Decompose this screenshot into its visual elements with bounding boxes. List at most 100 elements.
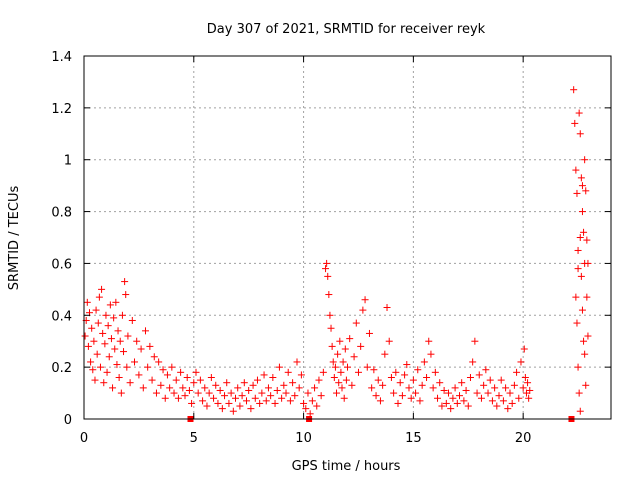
data-point [212,381,220,389]
data-point [574,265,582,273]
data-point [337,368,345,376]
data-point [185,386,193,394]
data-point [325,291,333,299]
data-point [526,386,534,394]
data-point [249,381,257,389]
data-point [335,379,343,387]
data-point [464,402,472,410]
data-point [477,394,485,402]
data-point [333,389,341,397]
data-point [576,407,584,415]
data-point [135,371,143,379]
data-point [423,374,431,382]
data-point [584,332,592,340]
data-point [425,337,433,345]
data-point [405,384,413,392]
data-point [123,363,131,371]
x-tick-label: 0 [80,431,88,446]
data-point [280,381,288,389]
data-point [113,361,121,369]
data-point [480,381,488,389]
data-point [322,265,330,273]
data-point [203,402,211,410]
data-point [216,386,224,394]
data-point [379,381,387,389]
y-tick-label: 0.4 [51,309,72,324]
data-point [275,363,283,371]
data-point [580,337,588,345]
data-point [357,342,365,350]
data-point [95,293,103,301]
data-point [508,399,516,407]
data-point [157,381,165,389]
data-point [177,368,185,376]
data-point [168,363,176,371]
data-point [179,384,187,392]
data-point [342,376,350,384]
data-point [188,399,196,407]
data-point [227,389,235,397]
data-point [295,384,303,392]
data-point [118,311,126,319]
data-point [126,379,134,387]
data-point [427,350,435,358]
data-point [170,389,178,397]
data-point [440,386,448,394]
data-point [109,384,117,392]
y-tick-label: 1.2 [51,102,72,117]
data-point [121,278,129,286]
data-point [581,156,589,164]
data-point [110,314,118,322]
data-point [194,389,202,397]
data-point [101,340,109,348]
data-point [573,189,581,197]
data-point [93,350,101,358]
data-point [90,337,98,345]
data-point [390,389,398,397]
data-point [87,358,95,366]
data-point [341,345,349,353]
data-point [387,374,395,382]
y-tick-label: 0 [64,413,72,428]
data-point [451,384,459,392]
data-point [513,368,521,376]
data-point [242,397,250,405]
data-point [106,301,114,309]
data-point [497,376,505,384]
data-point [331,363,339,371]
data-point [313,402,321,410]
x-tick-label: 15 [405,431,422,446]
data-point [88,324,96,332]
y-tick-label: 1 [64,154,72,169]
grid [84,56,611,419]
data-point [376,397,384,405]
data-point [469,358,477,366]
data-point [499,397,507,405]
data-point [323,259,331,267]
data-point [348,381,356,389]
y-axis-label: SRMTID / TECUs [7,186,22,291]
y-tick-label: 0.2 [51,361,72,376]
data-point [251,394,259,402]
data-point [271,399,279,407]
data-point [293,358,301,366]
data-point [488,397,496,405]
data-point [412,389,420,397]
data-point [574,363,582,371]
data-point [462,386,470,394]
data-point [575,109,583,117]
data-point [269,374,277,382]
data-point [190,379,198,387]
data-point [273,386,281,394]
data-point [317,392,325,400]
data-point [240,379,248,387]
data-point [368,384,376,392]
data-point [247,405,255,413]
data-point [183,374,191,382]
data-point [338,384,346,392]
data-point [416,397,424,405]
data-point [94,319,102,327]
y-tick-label: 0.6 [51,257,72,272]
data-point [284,368,292,376]
data-point [315,376,323,384]
